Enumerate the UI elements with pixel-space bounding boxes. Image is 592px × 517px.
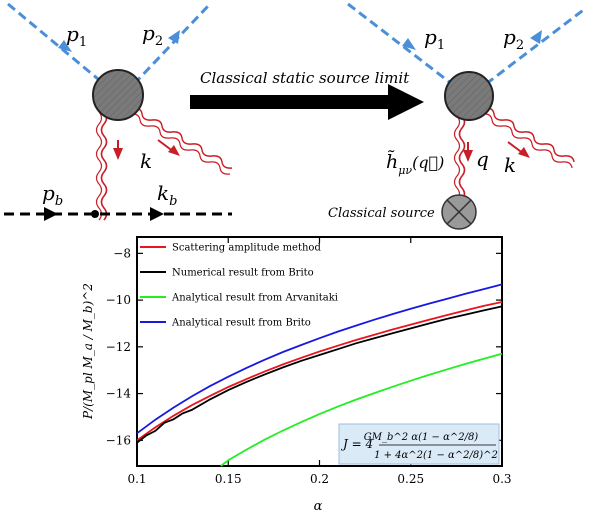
right-p2-arrow [530,30,542,44]
right-q-arrow [463,150,473,162]
right-k-arrow [518,147,530,158]
legend-label-1: Numerical result from Brito [172,268,314,279]
limit-arrow-shaft [190,95,390,109]
x-tick-label: 0.3 [492,472,511,486]
legend: Scattering amplitude method Numerical res… [140,243,338,329]
series-line-0 [136,301,503,442]
right-p1-line [347,2,453,86]
y-tick-label: −12 [106,340,131,354]
j-formula-lhs: J = 4 [340,437,373,451]
left-feynman-diagram: p1 p2 k pb kb [4,2,233,221]
x-tick-label: 0.25 [397,472,424,486]
legend-label-0: Scattering amplitude method [172,243,321,254]
j-formula-denominator: 1 + 4α^2(1 − α^2/8)^2 [374,450,498,461]
series-line-2 [220,352,503,467]
right-k-label: k [504,153,516,177]
right-p2-label: p2 [503,25,524,53]
j-formula-numerator: GM_b^2 α(1 − α^2/8) [364,432,479,443]
legend-label-3: Analytical result from Brito [171,318,311,329]
x-tick-label: 0.15 [215,472,242,486]
x-axis-label: α [314,499,323,514]
limit-arrow: Classical static source limit [190,69,424,120]
left-p2-label: p2 [142,21,163,49]
y-axis-label: P/(M_pl M_a / M_b)^2 [81,283,95,420]
left-pb-arrow [44,207,58,221]
x-tick-label: 0.1 [127,472,146,486]
limit-arrow-label: Classical static source limit [200,69,410,87]
j-formula-annotation: J = 4 GM_b^2 α(1 − α^2/8) 1 + 4α^2(1 − α… [338,423,500,465]
right-p1-label: p1 [424,25,445,53]
left-p1-line [7,2,105,86]
left-p1-arrow [58,40,72,52]
x-tick-label: 0.2 [310,472,329,486]
y-tick-label: −16 [106,433,131,447]
left-k-label: k [140,149,152,173]
right-graviton-down-2 [453,115,461,201]
left-graviton-down-2 [95,111,103,221]
series-line-1 [136,305,503,444]
right-p2-line [485,6,587,86]
y-tick-label: −10 [106,293,131,307]
left-kb-arrow [150,207,164,221]
left-vertex-blob-hatch [93,70,143,120]
left-graviton-k [131,107,233,169]
left-bottom-vertex [91,210,99,218]
left-graviton-arrow [113,148,123,160]
left-p2-line [132,2,212,86]
left-pb-label: pb [42,181,63,209]
left-k-arrow [168,145,180,156]
classical-source-cross-2 [446,199,472,225]
left-p2-arrow [168,30,180,44]
left-p1-label: p1 [66,22,87,50]
right-p1-arrow [402,38,416,50]
right-graviton-k [483,107,575,163]
left-graviton-down [100,111,108,221]
right-q-label: q [476,147,489,171]
series-line-3 [136,283,503,435]
left-kb-label: kb [157,181,177,209]
legend-label-2: Analytical result from Arvanitaki [171,293,338,304]
right-vertex-blob-hatch [445,72,493,120]
limit-arrow-head [388,84,424,120]
j-formula-box [338,423,500,465]
y-tick-label: −14 [106,387,132,401]
power-chart: 0.1 0.15 0.2 0.25 0.3 −16 −14 −12 −10 −8 Scatter… [81,236,512,514]
y-tick-label: −8 [113,246,131,260]
series-lines [136,283,503,467]
right-h-label: h̃μν(q⃗) [386,150,444,177]
y-ticks: −16 −14 −12 −10 −8 [106,246,502,447]
right-graviton-down [458,115,466,201]
right-feynman-diagram: p1 p2 q k h̃μν(q⃗) Classical source [328,2,587,230]
right-graviton-k-2 [481,113,573,169]
classical-source-label: Classical source [328,206,435,221]
left-graviton-k-2 [129,113,231,175]
